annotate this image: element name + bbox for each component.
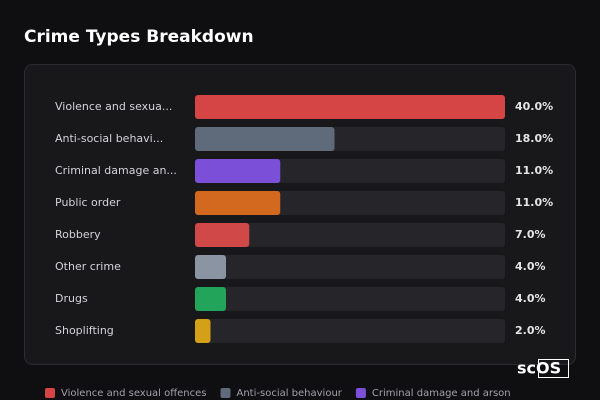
legend-label: Criminal damage and arson	[372, 388, 511, 399]
bar	[195, 191, 281, 215]
category-label: Public order	[55, 196, 121, 209]
legend-swatch	[45, 388, 55, 398]
bar	[195, 255, 226, 279]
value-label: 4.0%	[515, 292, 546, 305]
watermark: scOS	[517, 359, 561, 378]
legend-swatch	[355, 388, 366, 398]
watermark-box	[538, 359, 569, 378]
category-label: Shoplifting	[55, 324, 114, 337]
bar-track	[195, 287, 505, 311]
legend-label: Anti-social behaviour	[237, 388, 343, 399]
value-label: 4.0%	[515, 260, 546, 273]
value-label: 11.0%	[515, 196, 553, 209]
bar	[195, 223, 250, 247]
category-label: Drugs	[55, 292, 88, 305]
value-label: 2.0%	[515, 324, 546, 337]
value-label: 7.0%	[515, 228, 546, 241]
bar-track	[195, 223, 505, 247]
bar	[195, 95, 505, 119]
category-label: Anti-social behavi...	[55, 132, 163, 145]
legend-label: Violence and sexual offences	[61, 388, 207, 399]
value-label: 18.0%	[515, 132, 553, 145]
category-label: Robbery	[55, 228, 101, 241]
value-label: 40.0%	[515, 100, 553, 113]
value-label: 11.0%	[515, 164, 553, 177]
bar	[195, 319, 211, 343]
category-label: Criminal damage an...	[55, 164, 177, 177]
bar-track	[195, 319, 505, 343]
legend-swatch	[220, 388, 231, 398]
bar	[195, 287, 226, 311]
bar	[195, 127, 335, 151]
chart-title: Crime Types Breakdown	[24, 27, 254, 47]
category-label: Other crime	[55, 260, 121, 273]
bar	[195, 159, 281, 183]
bar-track	[195, 255, 505, 279]
category-label: Violence and sexua...	[55, 100, 172, 113]
